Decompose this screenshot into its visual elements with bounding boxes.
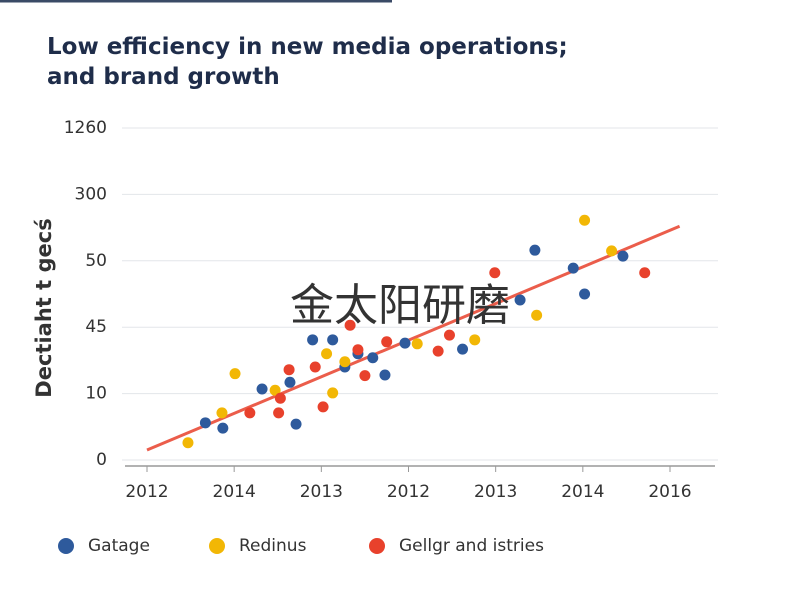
point: [244, 407, 256, 419]
point: [309, 361, 321, 373]
point: [489, 267, 501, 279]
y-axis-label: Dectiaht t gecś: [32, 218, 56, 397]
point: [457, 343, 469, 355]
point: [307, 334, 319, 346]
trend-line: [146, 224, 681, 452]
y-tick-label: 1260: [64, 118, 107, 138]
chart-title: Low efficiency in new media operations;: [47, 34, 568, 60]
y-tick-label: 45: [85, 317, 107, 337]
y-tick-label: 50: [85, 251, 107, 271]
point: [216, 407, 228, 419]
x-tick-label: 2016: [648, 482, 691, 502]
y-tick-label: 0: [96, 450, 107, 470]
point: [273, 407, 285, 419]
point: [269, 384, 281, 396]
x-tick-label: 2013: [300, 482, 343, 502]
point: [283, 364, 295, 376]
point: [379, 369, 391, 381]
legend-label: Gellgr and istries: [399, 536, 544, 556]
point: [606, 245, 618, 257]
x-tick-label: 2012: [387, 482, 430, 502]
point: [367, 352, 379, 364]
legend-swatch: [58, 538, 74, 554]
chart-title: and brand growth: [47, 64, 280, 90]
point: [399, 337, 411, 349]
legend-swatch: [209, 538, 225, 554]
point: [359, 370, 371, 382]
x-tick-label: 2014: [561, 482, 604, 502]
point: [317, 401, 329, 413]
point: [182, 437, 194, 449]
point: [531, 309, 543, 321]
point: [327, 387, 339, 399]
point: [274, 392, 286, 404]
y-tick-label: 10: [85, 384, 107, 404]
point: [199, 417, 211, 429]
point: [567, 262, 579, 274]
legend-label: Gatage: [88, 536, 150, 556]
point: [229, 368, 241, 380]
point: [256, 383, 268, 395]
point: [617, 250, 629, 262]
point: [352, 344, 364, 356]
y-tick-label: 300: [75, 184, 107, 204]
legend-label: Redinus: [239, 536, 307, 556]
point: [339, 356, 351, 368]
point: [217, 422, 229, 434]
point: [411, 338, 423, 350]
x-tick-label: 2014: [213, 482, 256, 502]
point: [514, 294, 526, 306]
point: [344, 319, 356, 331]
watermark: 金太阳研磨: [290, 280, 510, 331]
point: [639, 267, 651, 279]
legend-swatch: [369, 538, 385, 554]
point: [443, 329, 455, 341]
point: [284, 376, 296, 388]
point: [321, 348, 333, 360]
point: [529, 244, 541, 256]
point: [579, 214, 591, 226]
x-tick-label: 2012: [125, 482, 168, 502]
point: [469, 334, 481, 346]
point: [579, 288, 591, 300]
x-tick-label: 2013: [474, 482, 517, 502]
point: [432, 345, 444, 357]
point: [290, 418, 302, 430]
point: [381, 336, 393, 348]
point: [327, 334, 339, 346]
